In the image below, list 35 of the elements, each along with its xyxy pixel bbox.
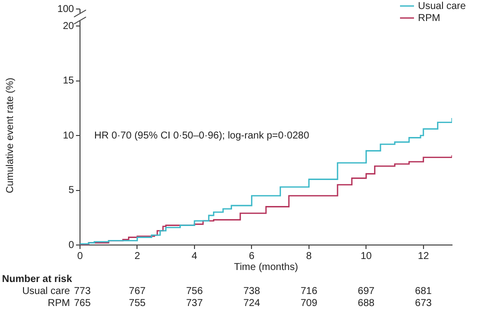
x-tick-label: 0 — [77, 250, 84, 262]
y-axis-title: Cumulative event rate (%) — [4, 78, 16, 194]
text: 738 — [243, 286, 260, 297]
y-tick-label: 15 — [62, 76, 74, 86]
text: RPM — [48, 298, 70, 309]
text: 756 — [186, 286, 204, 297]
text: Number at risk — [2, 274, 72, 285]
text: 724 — [243, 298, 260, 309]
text: 709 — [300, 298, 318, 309]
legend-label: RPM — [418, 12, 440, 24]
text: 767 — [128, 286, 146, 297]
y-tick-label: 5 — [68, 185, 74, 196]
x-tick-label: 4 — [192, 250, 198, 262]
text: 716 — [300, 286, 318, 297]
annotation: HR 0·70 (95% CI 0·50–0·96); log-rank p=0·0280 — [94, 130, 310, 142]
x-tick-label: 6 — [248, 250, 255, 262]
text: Usual care — [22, 286, 70, 297]
text: 755 — [128, 298, 146, 309]
x-axis-title: Time (months) — [234, 262, 298, 273]
x-tick-label: 12 — [418, 250, 430, 262]
text: 681 — [415, 286, 432, 297]
text: 697 — [358, 286, 375, 297]
y-tick-label: 20 — [62, 20, 74, 32]
x-tick-label: 8 — [306, 250, 312, 262]
x-tick-label: 2 — [134, 250, 140, 262]
text: 100 — [57, 4, 74, 15]
legend-label: Usual care — [418, 0, 466, 12]
text: 765 — [74, 298, 92, 309]
text: 673 — [415, 298, 432, 309]
text: 688 — [358, 298, 375, 309]
text: 773 — [74, 286, 92, 297]
y-tick-label: 0 — [68, 240, 74, 251]
y-tick-label: 10 — [62, 130, 74, 142]
text: 737 — [186, 298, 204, 309]
x-tick-label: 10 — [360, 250, 372, 262]
